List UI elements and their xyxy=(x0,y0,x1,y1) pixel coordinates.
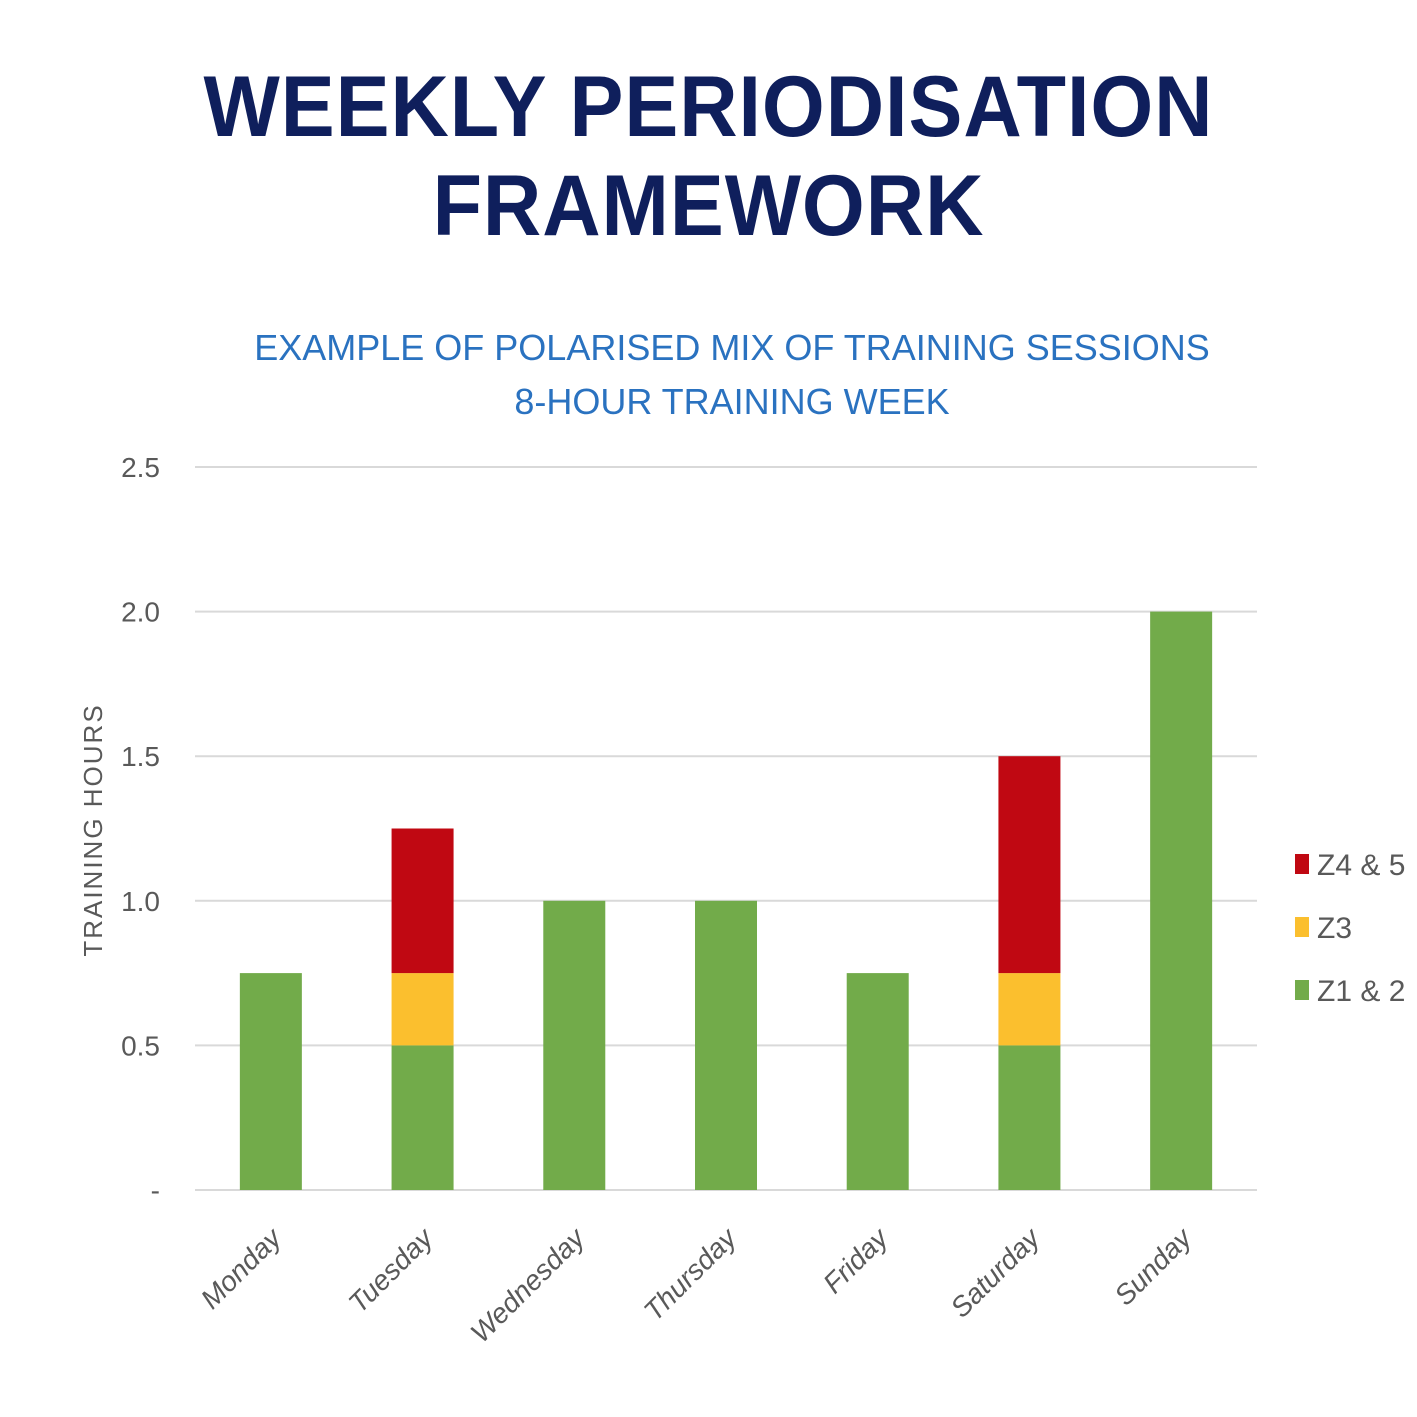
legend-swatch xyxy=(1295,980,1309,1000)
y-tick-label: 0.5 xyxy=(121,1030,160,1061)
x-tick-label: Sunday xyxy=(1108,1221,1198,1311)
bar-segment xyxy=(543,900,606,1190)
legend-label: Z1 & 2 xyxy=(1317,975,1405,1008)
legend-label: Z4 & 5 xyxy=(1317,849,1405,882)
legend-label: Z3 xyxy=(1317,912,1352,945)
x-tick-label: Wednesday xyxy=(464,1221,592,1349)
legend-swatch xyxy=(1295,917,1309,937)
x-tick-label: Monday xyxy=(195,1221,289,1315)
x-tick-label: Thursday xyxy=(638,1221,744,1327)
page-title: WEEKLY PERIODISATION FRAMEWORK xyxy=(203,59,1214,254)
legend-swatch xyxy=(1295,854,1309,874)
chart-subtitle: 8-HOUR TRAINING WEEK xyxy=(514,381,949,422)
bar-segment xyxy=(1150,611,1213,1190)
bar-segment xyxy=(391,1045,454,1190)
y-axis-label: TRAINING HOURS xyxy=(78,703,108,956)
bar-segment xyxy=(391,828,454,974)
x-tick-label: Tuesday xyxy=(342,1221,440,1319)
bar-segment xyxy=(239,973,302,1190)
chart-title: EXAMPLE OF POLARISED MIX OF TRAINING SES… xyxy=(254,327,1210,368)
bars xyxy=(239,611,1213,1190)
y-tick-label: - xyxy=(151,1175,160,1206)
bar-segment xyxy=(846,973,909,1190)
bar-segment xyxy=(391,973,454,1046)
y-tick-label: 1.5 xyxy=(121,741,160,772)
legend: Z4 & 5 Z3 Z1 & 2 xyxy=(1295,849,1405,1008)
y-tick-label: 2.5 xyxy=(121,452,160,483)
bar-segment xyxy=(998,1045,1061,1190)
bar-segment xyxy=(998,756,1061,974)
y-tick-label: 1.0 xyxy=(121,886,160,917)
y-tick-label: 2.0 xyxy=(121,597,160,628)
bar-segment xyxy=(695,900,757,1190)
bar-segment xyxy=(998,973,1061,1046)
x-tick-label: Saturday xyxy=(944,1221,1047,1324)
x-tick-labels: Monday Tuesday Wednesday Thursday Friday Satu… xyxy=(195,1221,1199,1349)
x-tick-label: Friday xyxy=(817,1221,895,1299)
y-tick-labels: - 0.5 1.0 1.5 2.0 2.5 xyxy=(121,452,160,1206)
